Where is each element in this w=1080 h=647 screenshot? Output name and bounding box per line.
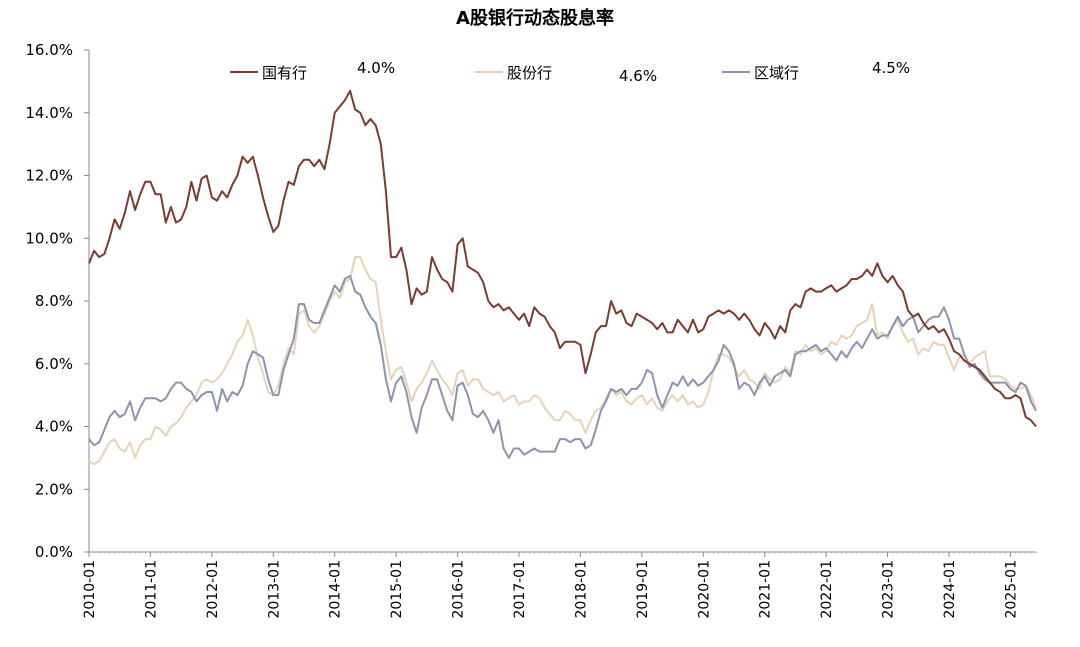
x-tick-label: 2014-01	[328, 560, 344, 619]
x-tick-label: 2019-01	[635, 560, 651, 619]
y-tick-label: 10.0%	[25, 229, 73, 247]
axes: 0.0% 2.0% 4.0% 6.0% 8.0% 10.0% 12.0% 14.0% 16.0%…	[25, 41, 1037, 619]
x-tick-label: 2015-01	[389, 560, 405, 619]
x-tick-label: 2022-01	[819, 560, 835, 619]
latest-value-2: 4.6%	[619, 67, 657, 85]
x-tick-label: 2024-01	[942, 560, 958, 619]
y-tick-label: 4.0%	[35, 418, 73, 436]
x-tick-label: 2017-01	[512, 560, 528, 619]
series-line-1	[88, 89, 1037, 428]
latest-value-3: 4.5%	[872, 59, 910, 77]
series-line-3	[88, 274, 1037, 459]
x-tick-label: 2025-01	[1003, 560, 1019, 619]
series-lines	[88, 89, 1037, 466]
legend-label-2: 股份行	[507, 64, 552, 82]
y-tick-label: 12.0%	[25, 167, 73, 185]
x-tick-label: 2016-01	[451, 560, 467, 619]
chart-title: A股银行动态股息率	[456, 7, 614, 29]
y-tick-label: 2.0%	[35, 480, 73, 498]
x-tick-label: 2018-01	[573, 560, 589, 619]
y-tick-label: 16.0%	[25, 41, 73, 59]
y-tick-label: 6.0%	[35, 355, 73, 373]
x-tick-label: 2023-01	[881, 560, 897, 619]
legend-label-1: 国有行	[262, 64, 307, 82]
x-tick-label: 2013-01	[266, 560, 282, 619]
x-tick-label: 2011-01	[143, 560, 159, 619]
x-tick-label: 2021-01	[758, 560, 774, 619]
legend: 国有行 4.0% 股份行 4.6% 区域行 4.5%	[230, 59, 910, 85]
x-tick-label: 2020-01	[696, 560, 712, 619]
series-line-2	[88, 256, 1037, 466]
y-tick-label: 14.0%	[25, 104, 73, 122]
y-tick-label: 0.0%	[35, 543, 73, 561]
x-tick-label: 2012-01	[205, 560, 221, 619]
y-tick-label: 8.0%	[35, 292, 73, 310]
x-tick-label: 2010-01	[82, 560, 98, 619]
latest-value-1: 4.0%	[357, 59, 395, 77]
legend-label-3: 区域行	[754, 64, 799, 82]
